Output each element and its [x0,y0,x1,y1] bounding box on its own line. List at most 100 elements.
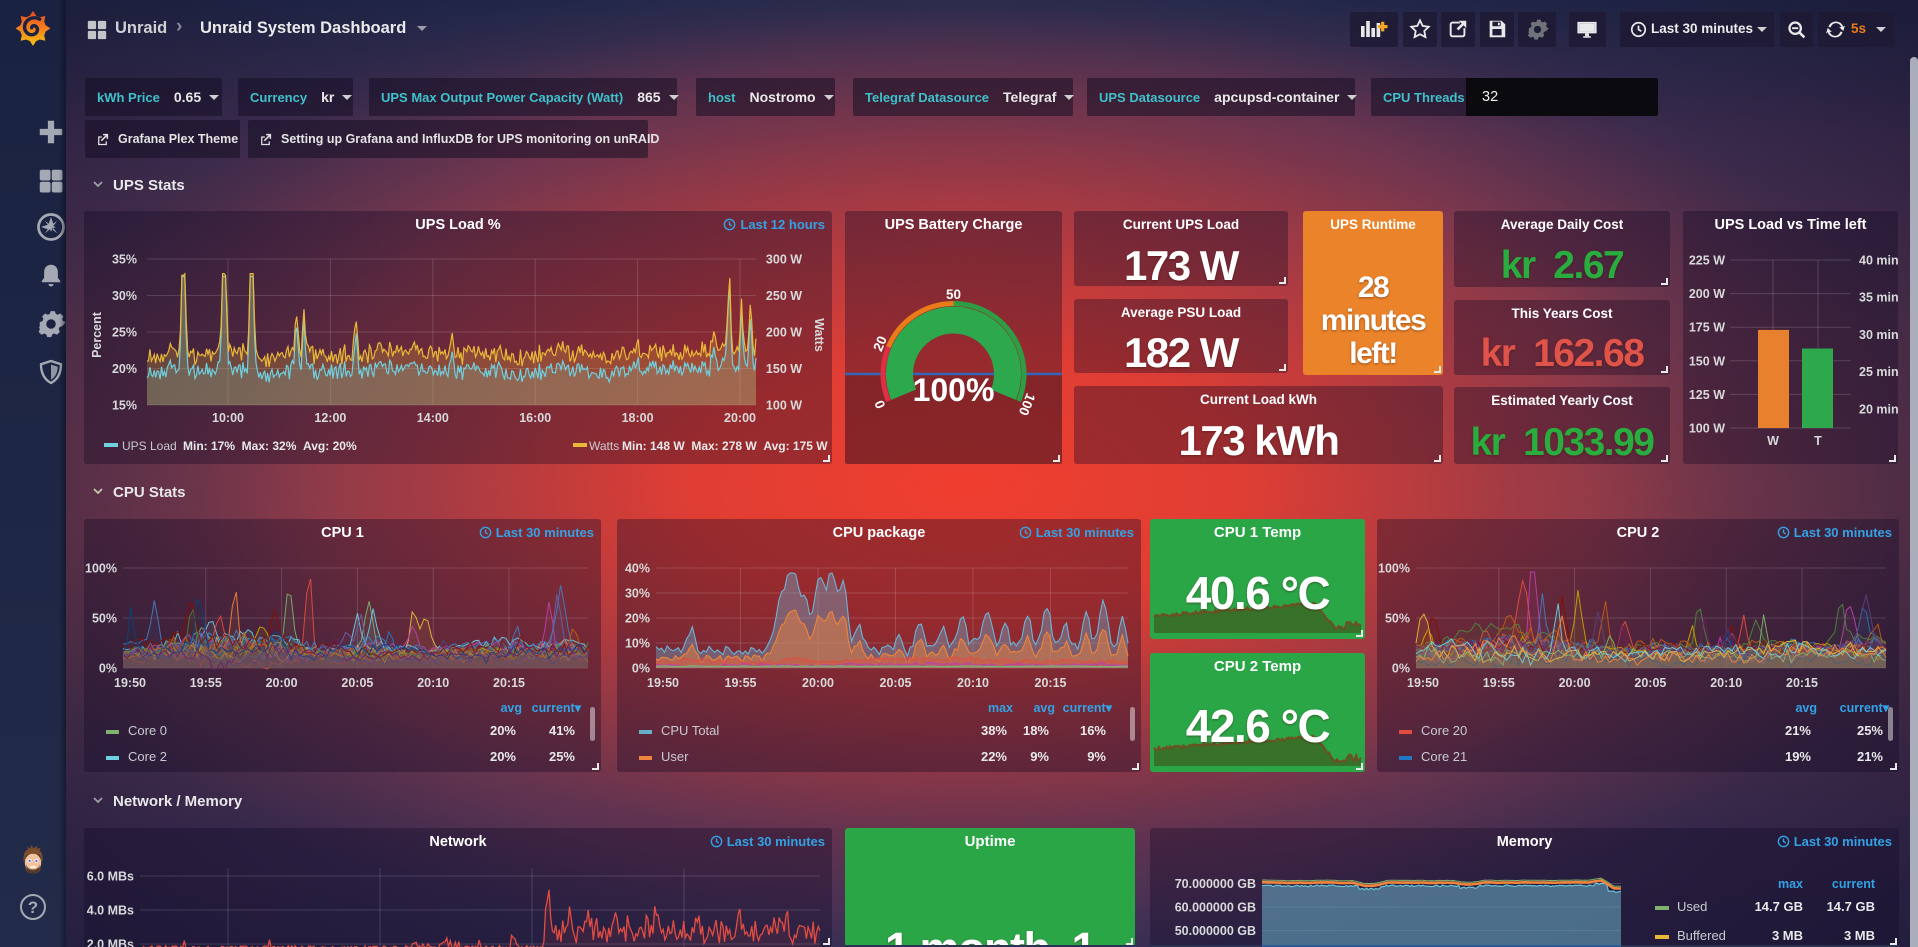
svg-text:25%: 25% [1857,723,1883,738]
svg-text:21%: 21% [1857,749,1883,764]
svg-text:18:00: 18:00 [622,411,654,425]
svg-text:10%: 10% [625,637,650,651]
svg-text:20:15: 20:15 [1786,676,1818,690]
svg-text:2.0 MBs: 2.0 MBs [87,938,134,947]
svg-text:50%: 50% [92,612,117,626]
svg-text:30 min: 30 min [1859,328,1898,342]
svg-text:Min: 148 W Max: 278 W Avg: 1: Min: 148 W Max: 278 W Avg: 175 W [622,439,828,453]
svg-text:current▾: current▾ [532,701,582,715]
svg-text:20:15: 20:15 [493,676,525,690]
svg-text:avg: avg [1033,701,1055,715]
svg-text:max: max [1778,877,1803,891]
svg-text:Min: 17% Max: 32% Avg: 20%: Min: 17% Max: 32% Avg: 20% [183,439,357,453]
svg-text:20%: 20% [490,723,516,738]
svg-text:20%: 20% [625,612,650,626]
svg-text:175 W: 175 W [1689,321,1725,335]
svg-text:70.000000 GB: 70.000000 GB [1175,877,1256,891]
svg-text:19:50: 19:50 [1407,676,1439,690]
svg-text:20:10: 20:10 [957,676,989,690]
svg-text:Used: Used [1677,899,1707,914]
svg-text:Core 20: Core 20 [1421,723,1467,738]
svg-text:16:00: 16:00 [519,411,551,425]
svg-text:9%: 9% [1030,749,1049,764]
svg-text:4.0 MBs: 4.0 MBs [87,904,134,918]
svg-text:225 W: 225 W [1689,254,1725,268]
svg-text:40%: 40% [625,562,650,576]
svg-text:19%: 19% [1785,749,1811,764]
svg-text:25%: 25% [549,749,575,764]
svg-text:Core 21: Core 21 [1421,749,1467,764]
svg-text:25%: 25% [112,326,137,340]
svg-text:150 W: 150 W [1689,354,1725,368]
svg-text:20 min: 20 min [1859,402,1898,416]
svg-text:0%: 0% [632,662,650,676]
svg-text:6.0 MBs: 6.0 MBs [87,870,134,884]
svg-text:14.7 GB: 14.7 GB [1827,899,1875,914]
svg-text:18%: 18% [1023,723,1049,738]
svg-text:100%: 100% [1378,562,1410,576]
svg-text:14.7 GB: 14.7 GB [1755,899,1803,914]
svg-text:41%: 41% [549,723,575,738]
svg-text:250 W: 250 W [766,289,802,303]
svg-text:50: 50 [946,287,961,302]
svg-text:Watts: Watts [812,318,826,352]
svg-text:19:55: 19:55 [190,676,222,690]
svg-text:20:00: 20:00 [802,676,834,690]
svg-text:100 W: 100 W [766,399,802,413]
svg-text:100 W: 100 W [1689,422,1725,436]
svg-text:UPS Load: UPS Load [122,439,177,453]
svg-text:30%: 30% [625,587,650,601]
svg-text:20:00: 20:00 [266,676,298,690]
svg-text:14:00: 14:00 [417,411,449,425]
svg-text:19:50: 19:50 [114,676,146,690]
svg-text:avg: avg [500,701,522,715]
svg-text:20:05: 20:05 [341,676,373,690]
svg-text:0%: 0% [99,662,117,676]
svg-text:current▾: current▾ [1063,701,1113,715]
svg-text:21%: 21% [1785,723,1811,738]
svg-text:20:10: 20:10 [417,676,449,690]
svg-text:35%: 35% [112,253,137,267]
svg-text:15%: 15% [112,399,137,413]
svg-text:30%: 30% [112,289,137,303]
svg-text:Core 0: Core 0 [128,723,167,738]
svg-text:20:05: 20:05 [1634,676,1666,690]
svg-text:40 min: 40 min [1859,254,1898,268]
svg-text:150 W: 150 W [766,362,802,376]
svg-text:0%: 0% [1392,662,1410,676]
svg-text:20:15: 20:15 [1035,676,1067,690]
svg-text:CPU Total: CPU Total [661,723,719,738]
svg-text:current▾: current▾ [1840,701,1890,715]
svg-text:Core 2: Core 2 [128,749,167,764]
svg-text:User: User [661,749,689,764]
svg-text:100%: 100% [913,372,995,408]
svg-text:200 W: 200 W [1689,287,1725,301]
svg-text:12:00: 12:00 [314,411,346,425]
svg-text:50%: 50% [1385,612,1410,626]
svg-text:60.000000 GB: 60.000000 GB [1175,901,1256,915]
svg-text:W: W [1767,434,1779,448]
svg-text:35 min: 35 min [1859,291,1898,305]
svg-text:20:00: 20:00 [1559,676,1591,690]
svg-text:25 min: 25 min [1859,365,1898,379]
svg-text:20%: 20% [112,362,137,376]
svg-text:current: current [1832,877,1876,891]
svg-text:19:50: 19:50 [647,676,679,690]
svg-text:Percent: Percent [90,311,104,358]
svg-text:16%: 16% [1080,723,1106,738]
svg-text:20:10: 20:10 [1710,676,1742,690]
svg-text:200 W: 200 W [766,326,802,340]
svg-text:3 MB: 3 MB [1844,928,1875,943]
svg-text:125 W: 125 W [1689,388,1725,402]
svg-text:22%: 22% [981,749,1007,764]
svg-text:3 MB: 3 MB [1772,928,1803,943]
svg-text:20:00: 20:00 [724,411,756,425]
svg-text:T: T [1814,434,1822,448]
svg-text:10:00: 10:00 [212,411,244,425]
svg-text:20:05: 20:05 [880,676,912,690]
svg-text:19:55: 19:55 [1483,676,1515,690]
svg-text:38%: 38% [981,723,1007,738]
svg-text:20%: 20% [490,749,516,764]
svg-text:19:55: 19:55 [725,676,757,690]
svg-text:50.000000 GB: 50.000000 GB [1175,924,1256,938]
